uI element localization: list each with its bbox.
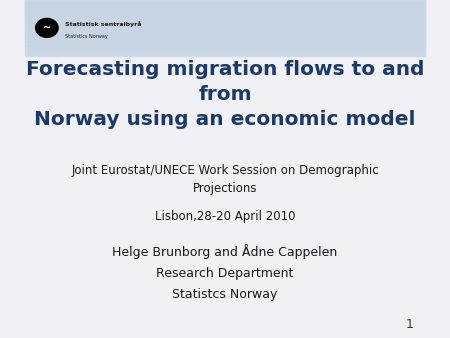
Bar bbox=[25, 19, 425, 21]
Bar bbox=[25, 41, 425, 43]
Bar bbox=[25, 45, 425, 47]
Text: Lisbon,28-20 April 2010: Lisbon,28-20 April 2010 bbox=[155, 210, 295, 223]
Bar bbox=[25, 43, 425, 45]
Text: ~: ~ bbox=[43, 23, 51, 33]
Bar bbox=[25, 9, 425, 11]
Bar bbox=[25, 15, 425, 17]
Bar bbox=[25, 0, 425, 2]
Text: Helge Brunborg and Ådne Cappelen
Research Department
Statistcs Norway: Helge Brunborg and Ådne Cappelen Researc… bbox=[112, 244, 338, 300]
Bar bbox=[25, 24, 425, 26]
Text: 1: 1 bbox=[405, 318, 413, 331]
Bar bbox=[25, 22, 425, 24]
Bar bbox=[25, 35, 425, 37]
Bar bbox=[25, 39, 425, 41]
Bar bbox=[25, 6, 425, 7]
Bar bbox=[25, 2, 425, 4]
Bar bbox=[25, 48, 425, 50]
Text: Statistics Norway: Statistics Norway bbox=[65, 34, 108, 39]
Circle shape bbox=[36, 18, 58, 38]
Bar bbox=[25, 47, 425, 48]
Bar bbox=[25, 26, 425, 28]
Bar bbox=[25, 28, 425, 30]
Bar bbox=[25, 37, 425, 39]
Bar bbox=[25, 54, 425, 56]
Text: Forecasting migration flows to and from
Norway using an economic model: Forecasting migration flows to and from … bbox=[26, 60, 424, 129]
Text: Joint Eurostat/UNECE Work Session on Demographic
Projections: Joint Eurostat/UNECE Work Session on Dem… bbox=[71, 164, 379, 195]
Bar bbox=[25, 13, 425, 15]
Bar bbox=[25, 0, 425, 56]
FancyBboxPatch shape bbox=[25, 0, 425, 56]
Bar bbox=[25, 4, 425, 6]
Bar bbox=[25, 11, 425, 13]
Bar bbox=[25, 32, 425, 33]
Bar bbox=[25, 21, 425, 22]
Bar bbox=[25, 17, 425, 19]
Bar bbox=[25, 30, 425, 32]
Bar bbox=[25, 50, 425, 52]
Bar bbox=[25, 52, 425, 54]
Text: Statistisk sentralbyrå: Statistisk sentralbyrå bbox=[65, 22, 141, 27]
Bar bbox=[25, 33, 425, 35]
Bar bbox=[25, 7, 425, 9]
